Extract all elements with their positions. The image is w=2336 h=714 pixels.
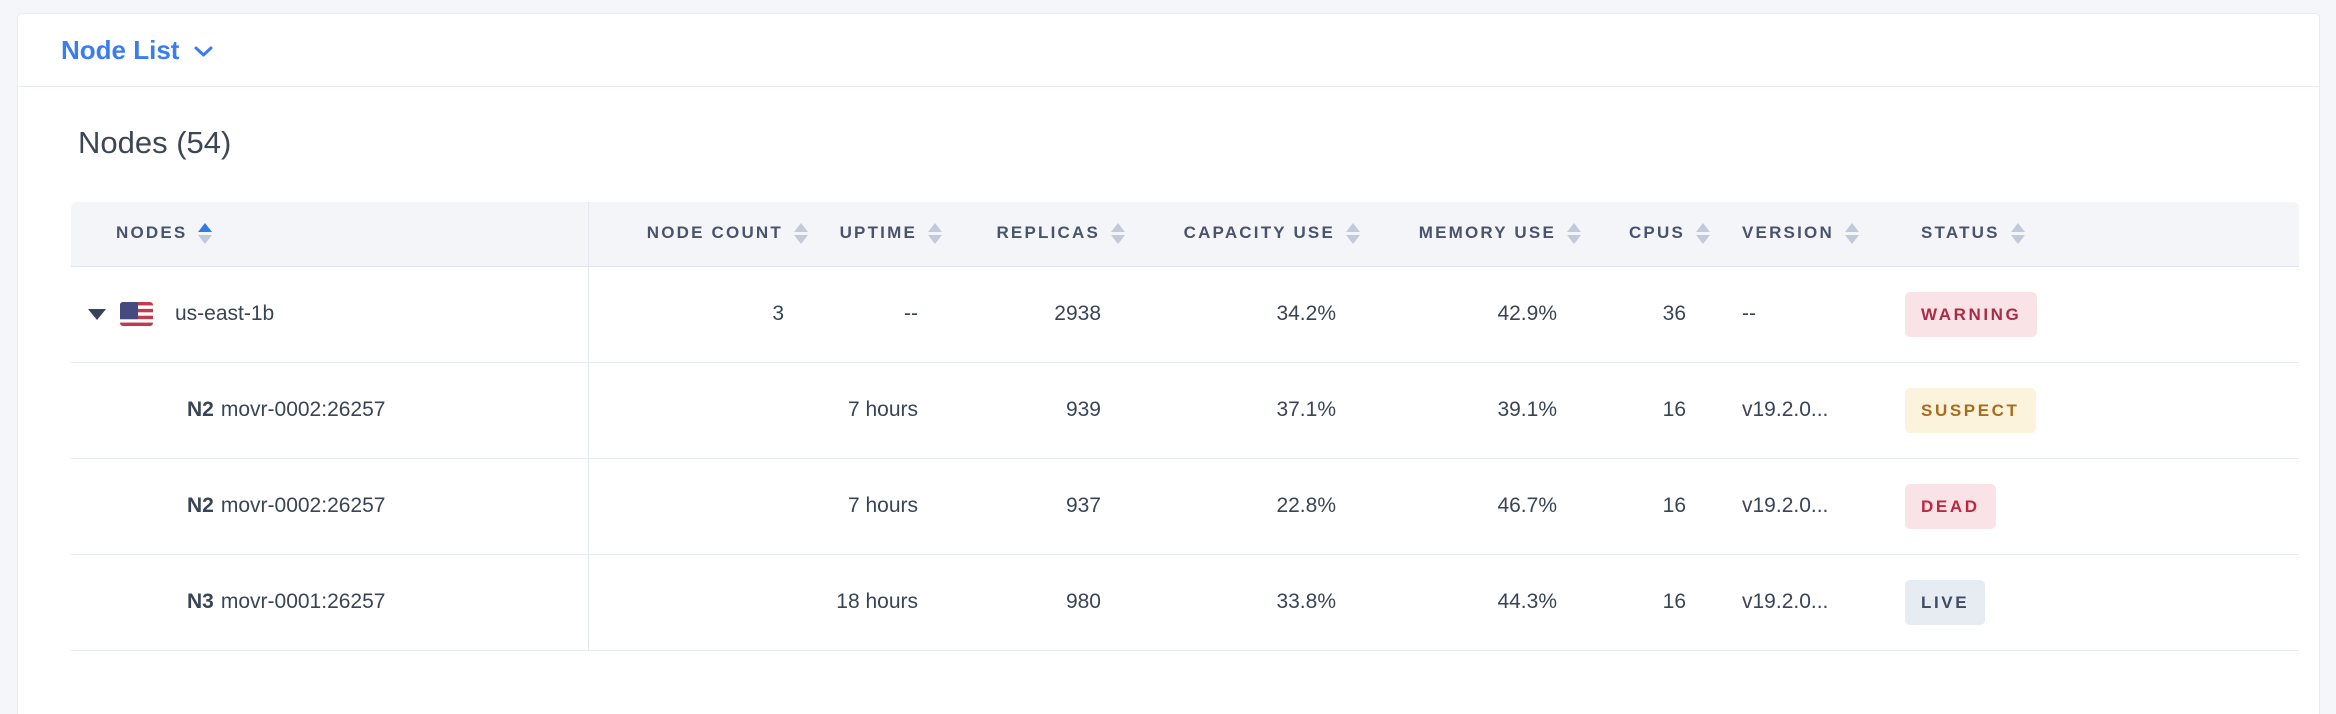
column-header-version[interactable]: VERSION bbox=[1718, 202, 1891, 267]
nodes-cell: N2 movr-0002:26257 bbox=[71, 362, 589, 459]
nodes-cell: N2 movr-0002:26257 bbox=[71, 458, 589, 555]
column-header-nodes[interactable]: NODES bbox=[71, 202, 589, 267]
cpus-cell: 16 bbox=[1589, 362, 1718, 459]
chevron-down-icon bbox=[194, 46, 213, 57]
column-header-label: UPTIME bbox=[839, 223, 917, 243]
sort-icon[interactable] bbox=[1567, 223, 1581, 245]
nodes-cell: N3 movr-0001:26257 bbox=[71, 554, 589, 651]
node-id: N2 bbox=[187, 494, 214, 517]
replicas-cell: 2938 bbox=[950, 266, 1133, 363]
us-flag-icon bbox=[120, 302, 153, 326]
nodes-cell: us-east-1b bbox=[71, 266, 589, 363]
column-header-label: NODES bbox=[116, 223, 188, 243]
sort-icon[interactable] bbox=[1346, 223, 1360, 245]
replicas-cell: 980 bbox=[950, 554, 1133, 651]
sort-icon[interactable] bbox=[2010, 223, 2025, 245]
uptime-cell: -- bbox=[816, 266, 950, 363]
node-count-cell: 3 bbox=[588, 266, 816, 363]
nodes-table: NODES NODE COUNT UPTIME REPLICAS CAPACITY US… bbox=[71, 202, 2299, 651]
table-header-row: NODES NODE COUNT UPTIME REPLICAS CAPACITY US… bbox=[71, 202, 2299, 267]
status-badge: LIVE bbox=[1905, 579, 1986, 625]
expand-caret-icon[interactable] bbox=[88, 308, 106, 320]
column-header-label: MEMORY USE bbox=[1418, 223, 1556, 243]
node-id: N2 bbox=[187, 398, 214, 421]
uptime-cell: 7 hours bbox=[816, 458, 950, 555]
version-cell: v19.2.0... bbox=[1718, 458, 1891, 555]
replicas-cell: 939 bbox=[950, 362, 1133, 459]
sort-icon[interactable] bbox=[928, 223, 942, 245]
node-list-card: Node List Nodes (54) NODES NODE COUNT UPTI… bbox=[17, 13, 2320, 714]
column-header-label: REPLICAS bbox=[996, 223, 1100, 243]
view-selector-bar: Node List bbox=[18, 14, 2319, 87]
column-header-cpus[interactable]: CPUS bbox=[1589, 202, 1718, 267]
node-count-cell bbox=[588, 362, 816, 459]
status-cell: LIVE bbox=[1891, 554, 2299, 651]
memory-use-cell: 46.7% bbox=[1368, 458, 1589, 555]
column-header-uptime[interactable]: UPTIME bbox=[816, 202, 950, 267]
memory-use-cell: 44.3% bbox=[1368, 554, 1589, 651]
page-title: Nodes (54) bbox=[78, 125, 232, 160]
node-count-cell bbox=[588, 458, 816, 555]
status-cell: WARNING bbox=[1891, 266, 2299, 363]
node-address: movr-0001:26257 bbox=[220, 590, 386, 613]
capacity-use-cell: 34.2% bbox=[1133, 266, 1368, 363]
region-row[interactable]: us-east-1b 3 -- 2938 34.2% 42.9% 36 -- WARNING bbox=[71, 266, 2299, 363]
node-address: movr-0002:26257 bbox=[220, 494, 386, 517]
node-row[interactable]: N3 movr-0001:26257 18 hours 980 33.8% 44.3% 16… bbox=[71, 554, 2299, 651]
capacity-use-cell: 33.8% bbox=[1133, 554, 1368, 651]
sort-icon[interactable] bbox=[198, 223, 213, 245]
version-cell: v19.2.0... bbox=[1718, 362, 1891, 459]
column-header-node-count[interactable]: NODE COUNT bbox=[588, 202, 816, 267]
column-header-label: CAPACITY USE bbox=[1183, 223, 1335, 243]
sort-icon[interactable] bbox=[1844, 223, 1859, 245]
column-header-label: STATUS bbox=[1921, 223, 2000, 243]
column-header-memory-use[interactable]: MEMORY USE bbox=[1368, 202, 1589, 267]
view-selector-label: Node List bbox=[61, 35, 180, 65]
node-row[interactable]: N2 movr-0002:26257 7 hours 937 22.8% 46.7% 16 v… bbox=[71, 458, 2299, 555]
sort-icon[interactable] bbox=[1111, 223, 1125, 245]
column-header-status[interactable]: STATUS bbox=[1891, 202, 2299, 267]
node-row[interactable]: N2 movr-0002:26257 7 hours 939 37.1% 39.1% 16 v… bbox=[71, 362, 2299, 459]
status-cell: SUSPECT bbox=[1891, 362, 2299, 459]
cpus-cell: 16 bbox=[1589, 554, 1718, 651]
region-cell: us-east-1b bbox=[72, 302, 587, 326]
status-badge: SUSPECT bbox=[1905, 387, 2036, 433]
column-header-label: NODE COUNT bbox=[646, 223, 783, 243]
node-count-cell bbox=[588, 554, 816, 651]
sort-icon[interactable] bbox=[794, 223, 808, 245]
memory-use-cell: 42.9% bbox=[1368, 266, 1589, 363]
node-address: movr-0002:26257 bbox=[220, 398, 386, 421]
status-badge: WARNING bbox=[1905, 291, 2038, 337]
memory-use-cell: 39.1% bbox=[1368, 362, 1589, 459]
status-cell: DEAD bbox=[1891, 458, 2299, 555]
status-badge: DEAD bbox=[1905, 483, 1996, 529]
column-header-replicas[interactable]: REPLICAS bbox=[950, 202, 1133, 267]
column-header-label: VERSION bbox=[1742, 223, 1834, 243]
cpus-cell: 36 bbox=[1589, 266, 1718, 363]
sort-icon[interactable] bbox=[1696, 223, 1710, 245]
uptime-cell: 7 hours bbox=[816, 362, 950, 459]
version-cell: -- bbox=[1718, 266, 1891, 363]
cpus-cell: 16 bbox=[1589, 458, 1718, 555]
column-header-capacity-use[interactable]: CAPACITY USE bbox=[1133, 202, 1368, 267]
column-header-label: CPUS bbox=[1628, 223, 1685, 243]
region-name: us-east-1b bbox=[175, 302, 275, 325]
capacity-use-cell: 22.8% bbox=[1133, 458, 1368, 555]
view-selector-dropdown[interactable]: Node List bbox=[61, 37, 213, 63]
version-cell: v19.2.0... bbox=[1718, 554, 1891, 651]
replicas-cell: 937 bbox=[950, 458, 1133, 555]
node-id: N3 bbox=[187, 590, 214, 613]
capacity-use-cell: 37.1% bbox=[1133, 362, 1368, 459]
uptime-cell: 18 hours bbox=[816, 554, 950, 651]
